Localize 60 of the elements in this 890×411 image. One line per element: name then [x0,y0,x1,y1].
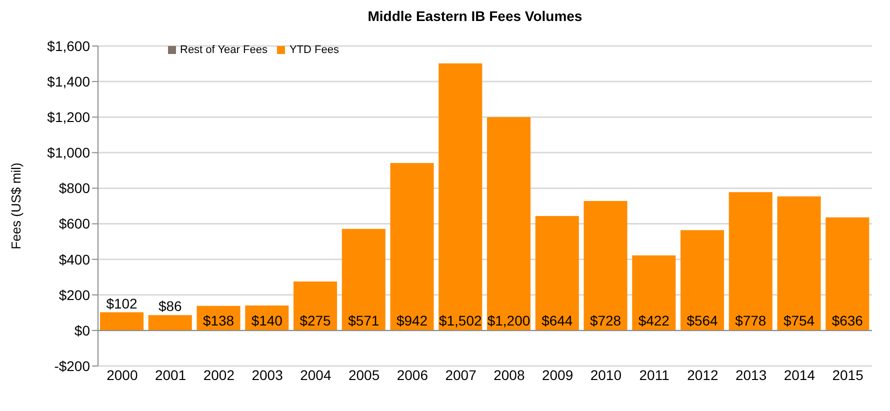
y-axis-title: Fees (US$ mil) [8,162,24,250]
chart-title: Middle Eastern IB Fees Volumes [366,8,584,24]
data-label: $942 [396,312,428,328]
bar [632,255,676,330]
bar [148,315,192,330]
data-label: $754 [783,312,815,328]
bar [100,312,144,330]
x-tick-label: 2000 [106,366,138,383]
bar [438,63,482,330]
bar [826,217,870,330]
y-tick-label: $600 [58,216,90,232]
x-tick-label: 2004 [300,366,332,383]
data-label: $571 [348,312,380,328]
x-tick-label: 2010 [590,366,622,383]
y-tick-label: -$200 [54,358,90,374]
x-tick-label: 2007 [445,366,477,383]
bar [680,230,724,330]
data-label: $275 [300,312,332,328]
data-label: $140 [251,312,283,328]
data-label: $138 [202,312,234,328]
data-label: $86 [158,298,182,314]
bar [294,282,338,330]
data-label: $728 [590,312,622,328]
bar [584,201,628,330]
bar [728,192,772,330]
bar [342,228,386,330]
data-label: $1,200 [487,312,530,328]
x-tick-label: 2008 [494,366,525,383]
data-label: $644 [542,312,573,328]
bar [777,196,821,330]
y-tick-label: $1,200 [47,109,90,126]
x-tick-label: 2003 [252,366,284,383]
x-tick-label: 2015 [832,366,864,383]
bar [535,216,579,330]
x-tick-label: 2002 [203,366,235,383]
y-tick-label: $400 [58,251,90,268]
y-tick-label: $200 [58,286,90,303]
y-tick-label: $1,600 [47,38,90,54]
data-label: $778 [735,312,766,328]
y-tick-label: $1,400 [47,74,90,90]
bar [487,117,531,330]
x-tick-label: 2001 [154,366,186,383]
y-tick-label: $0 [74,322,90,338]
x-tick-label: 2012 [687,366,718,383]
data-label: $636 [832,312,864,328]
x-tick-label: 2005 [348,366,380,383]
data-label: $564 [686,312,718,328]
y-tick-label: $800 [58,180,90,196]
bar [390,162,434,330]
x-tick-label: 2014 [784,366,816,383]
x-tick-label: 2011 [639,366,670,383]
x-tick-label: 2006 [396,366,428,383]
data-label: $102 [106,295,138,312]
x-tick-label: 2013 [735,366,767,383]
legend-label: YTD Fees [289,44,339,56]
legend-label: Rest of Year Fees [180,44,268,56]
data-label: $422 [638,312,670,328]
x-tick-label: 2009 [542,366,574,383]
data-label: $1,502 [438,312,482,328]
y-tick-label: $1,000 [47,144,90,161]
